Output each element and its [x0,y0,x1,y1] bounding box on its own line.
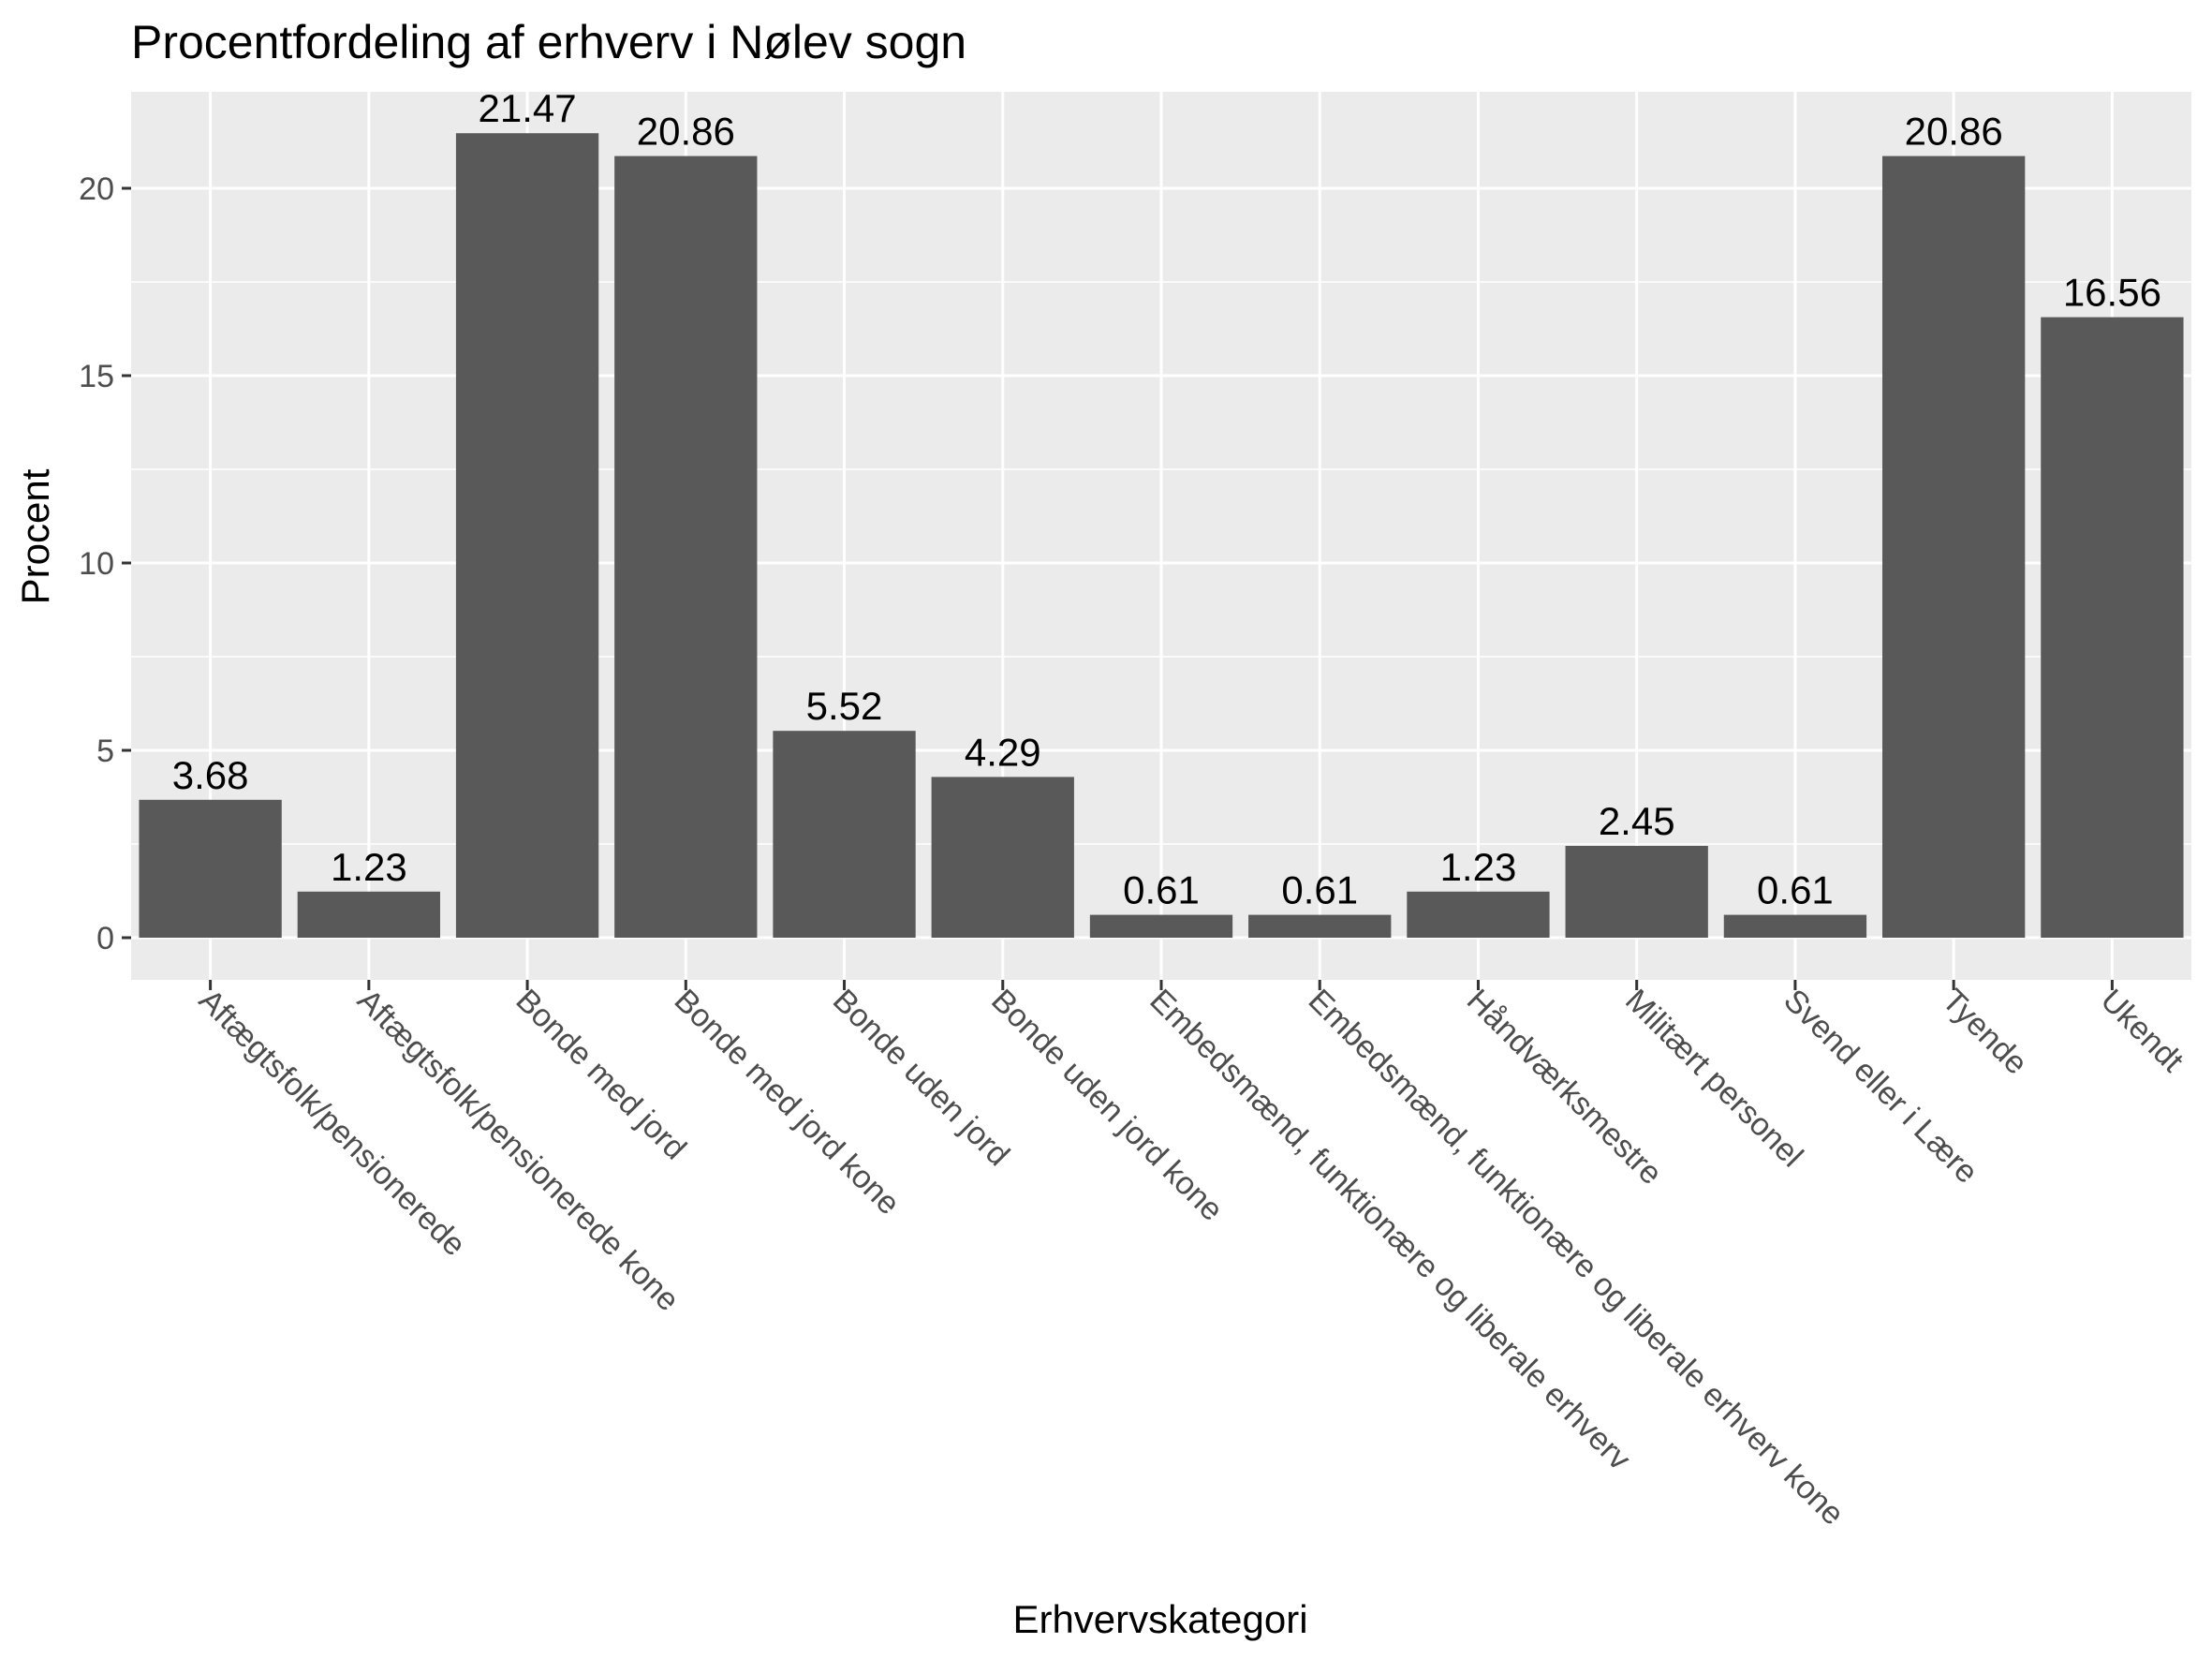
bar [614,156,758,939]
bar [1723,914,1867,938]
bar [1565,846,1708,938]
bar [2041,317,2184,939]
y-axis-title: Procent [13,468,57,604]
bars [139,133,2184,939]
y-axis: 0 5 10 15 20 [79,171,131,956]
chart-title: Procentfordeling af erhverv i Nølev sogn [131,16,966,68]
x-tick-label: Aftægtsfolk/pensionerede [192,983,473,1264]
x-tick-label: Aftægtsfolk/pensionerede kone [350,983,686,1318]
y-tick-label: 10 [79,546,114,582]
x-axis: Aftægtsfolk/pensioneredeAftægtsfolk/pens… [192,980,2190,1533]
data-label: 21.47 [479,86,577,130]
bar [1089,914,1233,938]
data-label: 20.86 [1905,110,2003,154]
data-label: 2.45 [1599,799,1675,843]
bar [1407,891,1550,938]
y-tick-label: 20 [79,171,114,207]
data-label: 5.52 [806,684,883,728]
bar [455,133,599,938]
y-tick-label: 5 [96,733,114,769]
bar [1882,156,2026,939]
bar [931,777,1074,938]
x-tick-label: Ukendt [2094,983,2190,1079]
data-label: 4.29 [965,730,1041,774]
bar [773,731,916,938]
x-tick-label: Embedsmænd, funktionære og liberale erhv… [1302,983,1851,1533]
bar [139,799,282,938]
x-tick-label: Tyende [1935,983,2034,1082]
data-label: 20.86 [637,110,735,154]
x-tick-label: Bonde med jord [509,983,693,1167]
data-label: 1.23 [331,845,407,889]
data-label: 1.23 [1440,845,1517,889]
x-axis-title: Erhvervskategori [1012,1597,1307,1641]
y-tick-label: 15 [79,359,114,394]
data-label: 16.56 [2063,271,2161,315]
bar [297,891,440,938]
data-label: 0.61 [1123,868,1200,912]
data-label: 0.61 [1757,868,1834,912]
data-labels: 3.68 1.23 21.47 20.86 5.52 4.29 0.61 0.61 1.23 2.… [172,86,2161,911]
data-label: 0.61 [1281,868,1358,912]
y-tick-label: 0 [96,921,114,956]
data-label: 3.68 [172,753,249,797]
bar [1248,914,1392,938]
